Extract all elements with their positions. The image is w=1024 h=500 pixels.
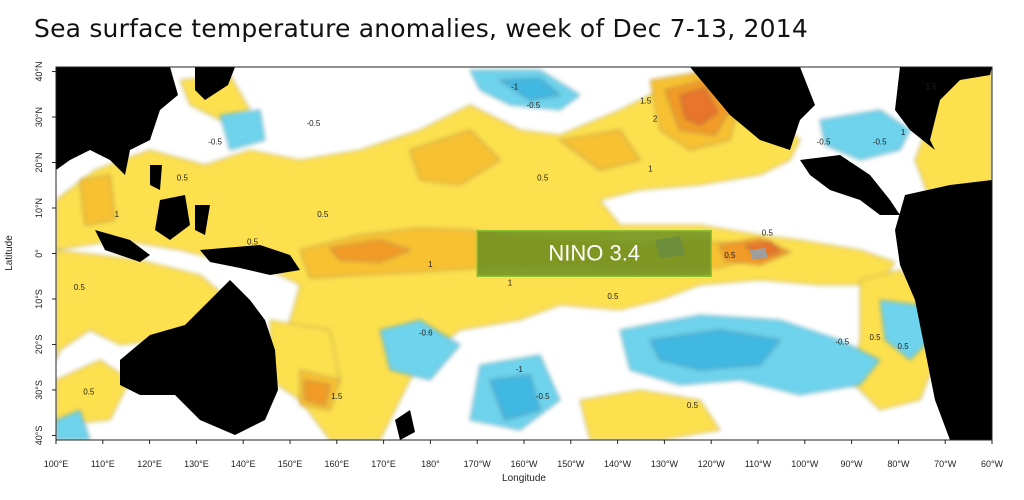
contour-label: 1.5 — [640, 96, 652, 105]
land-new-zealand — [395, 410, 415, 440]
contour-label: -0.5 — [526, 101, 540, 110]
land-australia — [120, 280, 278, 435]
land-sumatra — [95, 230, 150, 262]
x-tick-label: 100°W — [791, 459, 819, 469]
contour-label: -0.6 — [419, 328, 433, 337]
contour-label: -0.5 — [817, 137, 831, 146]
y-tick-label: 20°N — [34, 152, 44, 172]
contour-label: 1 — [115, 210, 120, 219]
contour-labels: 0.5 1 0.5 0.5 1.5 0.5 0.5 1 -0.5 -0.5 -1 -0.5 1.5 2 0.… — [74, 83, 937, 410]
contour-label: 0.5 — [247, 237, 259, 246]
nino34-label: NINO 3.4 — [548, 240, 640, 265]
x-tick-label: 80°W — [887, 459, 910, 469]
contour-label: -0.5 — [208, 137, 222, 146]
x-tick-label: 110°E — [91, 459, 115, 469]
contour-label: -0.5 — [873, 137, 887, 146]
x-tick-label: 180° — [421, 459, 440, 469]
contour-label: 1 — [428, 260, 433, 269]
land-borneo — [155, 195, 190, 240]
map-title: Sea surface temperature anomalies, week … — [34, 14, 808, 43]
contour-label: 2 — [653, 115, 658, 124]
y-tick-label: 40°S — [34, 426, 44, 446]
contour-label: 0.5 — [537, 174, 549, 183]
contour-label: -0.5 — [307, 119, 321, 128]
contour-label: 0.5 — [83, 388, 95, 397]
y-axis-label: Latitude — [4, 235, 15, 271]
x-tick-label: 130°W — [651, 459, 679, 469]
land-asia — [56, 67, 178, 175]
contour-label: 0.5 — [762, 228, 774, 237]
contour-label: 1 — [508, 278, 513, 287]
contour-label: 0.5 — [317, 210, 329, 219]
x-tick-label: 150°W — [557, 459, 585, 469]
contour-label: 1.5 — [331, 392, 343, 401]
land-new-guinea — [200, 245, 300, 275]
x-tick-label: 160°E — [324, 459, 349, 469]
x-tick-label: 170°W — [464, 459, 492, 469]
contour-label: -1 — [511, 83, 519, 92]
contour-label: 0.5 — [687, 401, 699, 410]
x-tick-label: 110°W — [745, 459, 772, 469]
x-tick-label: 100°E — [44, 459, 69, 469]
land-central-america — [800, 155, 900, 215]
land-south-america — [895, 180, 992, 440]
x-tick-label: 60°W — [981, 459, 1004, 469]
y-axis-ticks: 40°N 30°N 20°N 10°N 0° 10°S 20°S 30°S 40°S — [34, 61, 56, 445]
land-japan — [195, 67, 235, 100]
land-philippines — [150, 165, 162, 190]
contour-label: 0.5 — [724, 251, 736, 260]
missing-data-patch — [750, 248, 768, 259]
x-tick-label: 70°W — [934, 459, 957, 469]
contour-label: 0.5 — [74, 283, 86, 292]
contour-label: -1 — [516, 365, 524, 374]
x-tick-label: 140°W — [604, 459, 632, 469]
contour-label: -0.5 — [835, 337, 849, 346]
land-north-america — [690, 67, 815, 150]
x-tick-label: 140°E — [231, 459, 256, 469]
x-axis-label: Longitude — [502, 473, 546, 484]
x-tick-label: 90°W — [841, 459, 864, 469]
land-masses — [56, 67, 992, 440]
y-tick-label: 10°S — [34, 289, 44, 309]
contour-label: 0.5 — [177, 174, 189, 183]
x-tick-label: 170°E — [371, 459, 396, 469]
nino34-box — [476, 230, 712, 277]
nino34-region: NINO 3.4 — [476, 230, 712, 277]
x-tick-label: 160°W — [510, 459, 538, 469]
land-sulawesi — [195, 205, 210, 235]
land-east-coast — [895, 67, 992, 150]
y-tick-label: 0° — [34, 249, 44, 258]
y-tick-label: 20°S — [34, 335, 44, 355]
contour-label: 0.5 — [898, 342, 910, 351]
x-tick-label: 130°E — [184, 459, 209, 469]
x-tick-label: 120°E — [137, 459, 162, 469]
contour-label: -0.5 — [536, 392, 550, 401]
contour-label: 1 — [901, 128, 906, 137]
x-axis-ticks: 100°E 110°E 120°E 130°E 140°E 150°E 160°E 170°E… — [44, 440, 1004, 469]
y-tick-label: 40°N — [34, 61, 44, 81]
contour-label: 1 — [648, 165, 653, 174]
x-tick-label: 120°W — [698, 459, 726, 469]
y-tick-label: 10°N — [34, 198, 44, 218]
contour-label: 0.5 — [869, 333, 881, 342]
anomaly-negative-1 — [489, 77, 781, 421]
x-tick-label: 150°E — [278, 459, 303, 469]
y-tick-label: 30°S — [34, 380, 44, 400]
contour-label: 0.5 — [607, 292, 619, 301]
y-tick-label: 30°N — [34, 107, 44, 127]
contour-label: 1.5 — [926, 83, 938, 92]
